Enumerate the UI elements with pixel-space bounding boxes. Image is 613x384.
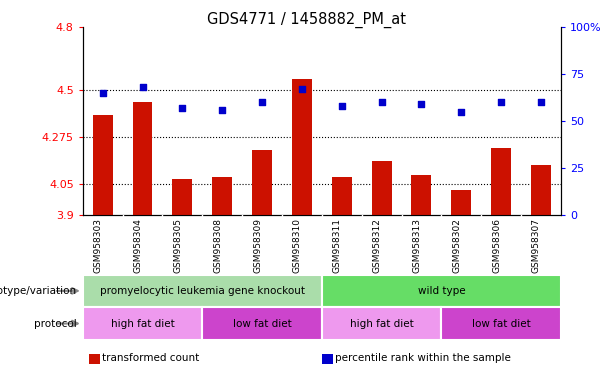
Bar <box>371 161 392 215</box>
Point <box>376 99 386 105</box>
Bar <box>322 307 441 340</box>
Text: high fat diet: high fat diet <box>111 318 174 329</box>
Bar <box>172 179 192 215</box>
Point <box>337 103 347 109</box>
Point <box>257 99 267 105</box>
Point <box>137 84 148 90</box>
Text: low fat diet: low fat diet <box>472 318 530 329</box>
Text: GSM958310: GSM958310 <box>293 218 302 273</box>
Text: GSM958308: GSM958308 <box>213 218 223 273</box>
Text: GSM958303: GSM958303 <box>94 218 103 273</box>
Point <box>218 107 227 113</box>
Text: GSM958311: GSM958311 <box>333 218 342 273</box>
Text: wild type: wild type <box>417 286 465 296</box>
Bar <box>491 148 511 215</box>
Text: promyelocytic leukemia gene knockout: promyelocytic leukemia gene knockout <box>100 286 305 296</box>
Point <box>497 99 506 105</box>
Text: GSM958312: GSM958312 <box>373 218 381 273</box>
Bar <box>202 307 322 340</box>
Bar <box>132 102 153 215</box>
Bar <box>292 79 312 215</box>
Text: high fat diet: high fat diet <box>350 318 413 329</box>
Bar <box>451 190 471 215</box>
Text: percentile rank within the sample: percentile rank within the sample <box>335 353 511 363</box>
Bar <box>441 307 561 340</box>
Text: GDS4771 / 1458882_PM_at: GDS4771 / 1458882_PM_at <box>207 12 406 28</box>
Bar <box>83 307 202 340</box>
Bar <box>83 275 322 307</box>
Text: GSM958309: GSM958309 <box>253 218 262 273</box>
Text: GSM958302: GSM958302 <box>452 218 462 273</box>
Bar <box>212 177 232 215</box>
Text: genotype/variation: genotype/variation <box>0 286 77 296</box>
Point <box>98 90 108 96</box>
Point <box>536 99 546 105</box>
Text: GSM958305: GSM958305 <box>173 218 183 273</box>
Point <box>178 105 188 111</box>
Bar <box>252 150 272 215</box>
Text: GSM958313: GSM958313 <box>413 218 422 273</box>
Point <box>456 108 466 114</box>
Bar <box>531 165 551 215</box>
Text: low fat diet: low fat diet <box>233 318 291 329</box>
Bar <box>93 115 113 215</box>
Text: transformed count: transformed count <box>102 353 200 363</box>
Bar <box>322 275 561 307</box>
Text: GSM958304: GSM958304 <box>134 218 142 273</box>
Text: GSM958306: GSM958306 <box>492 218 501 273</box>
Bar <box>411 175 432 215</box>
Text: GSM958307: GSM958307 <box>532 218 541 273</box>
Text: protocol: protocol <box>34 318 77 329</box>
Point <box>297 86 307 92</box>
Bar <box>332 177 352 215</box>
Point <box>417 101 427 107</box>
